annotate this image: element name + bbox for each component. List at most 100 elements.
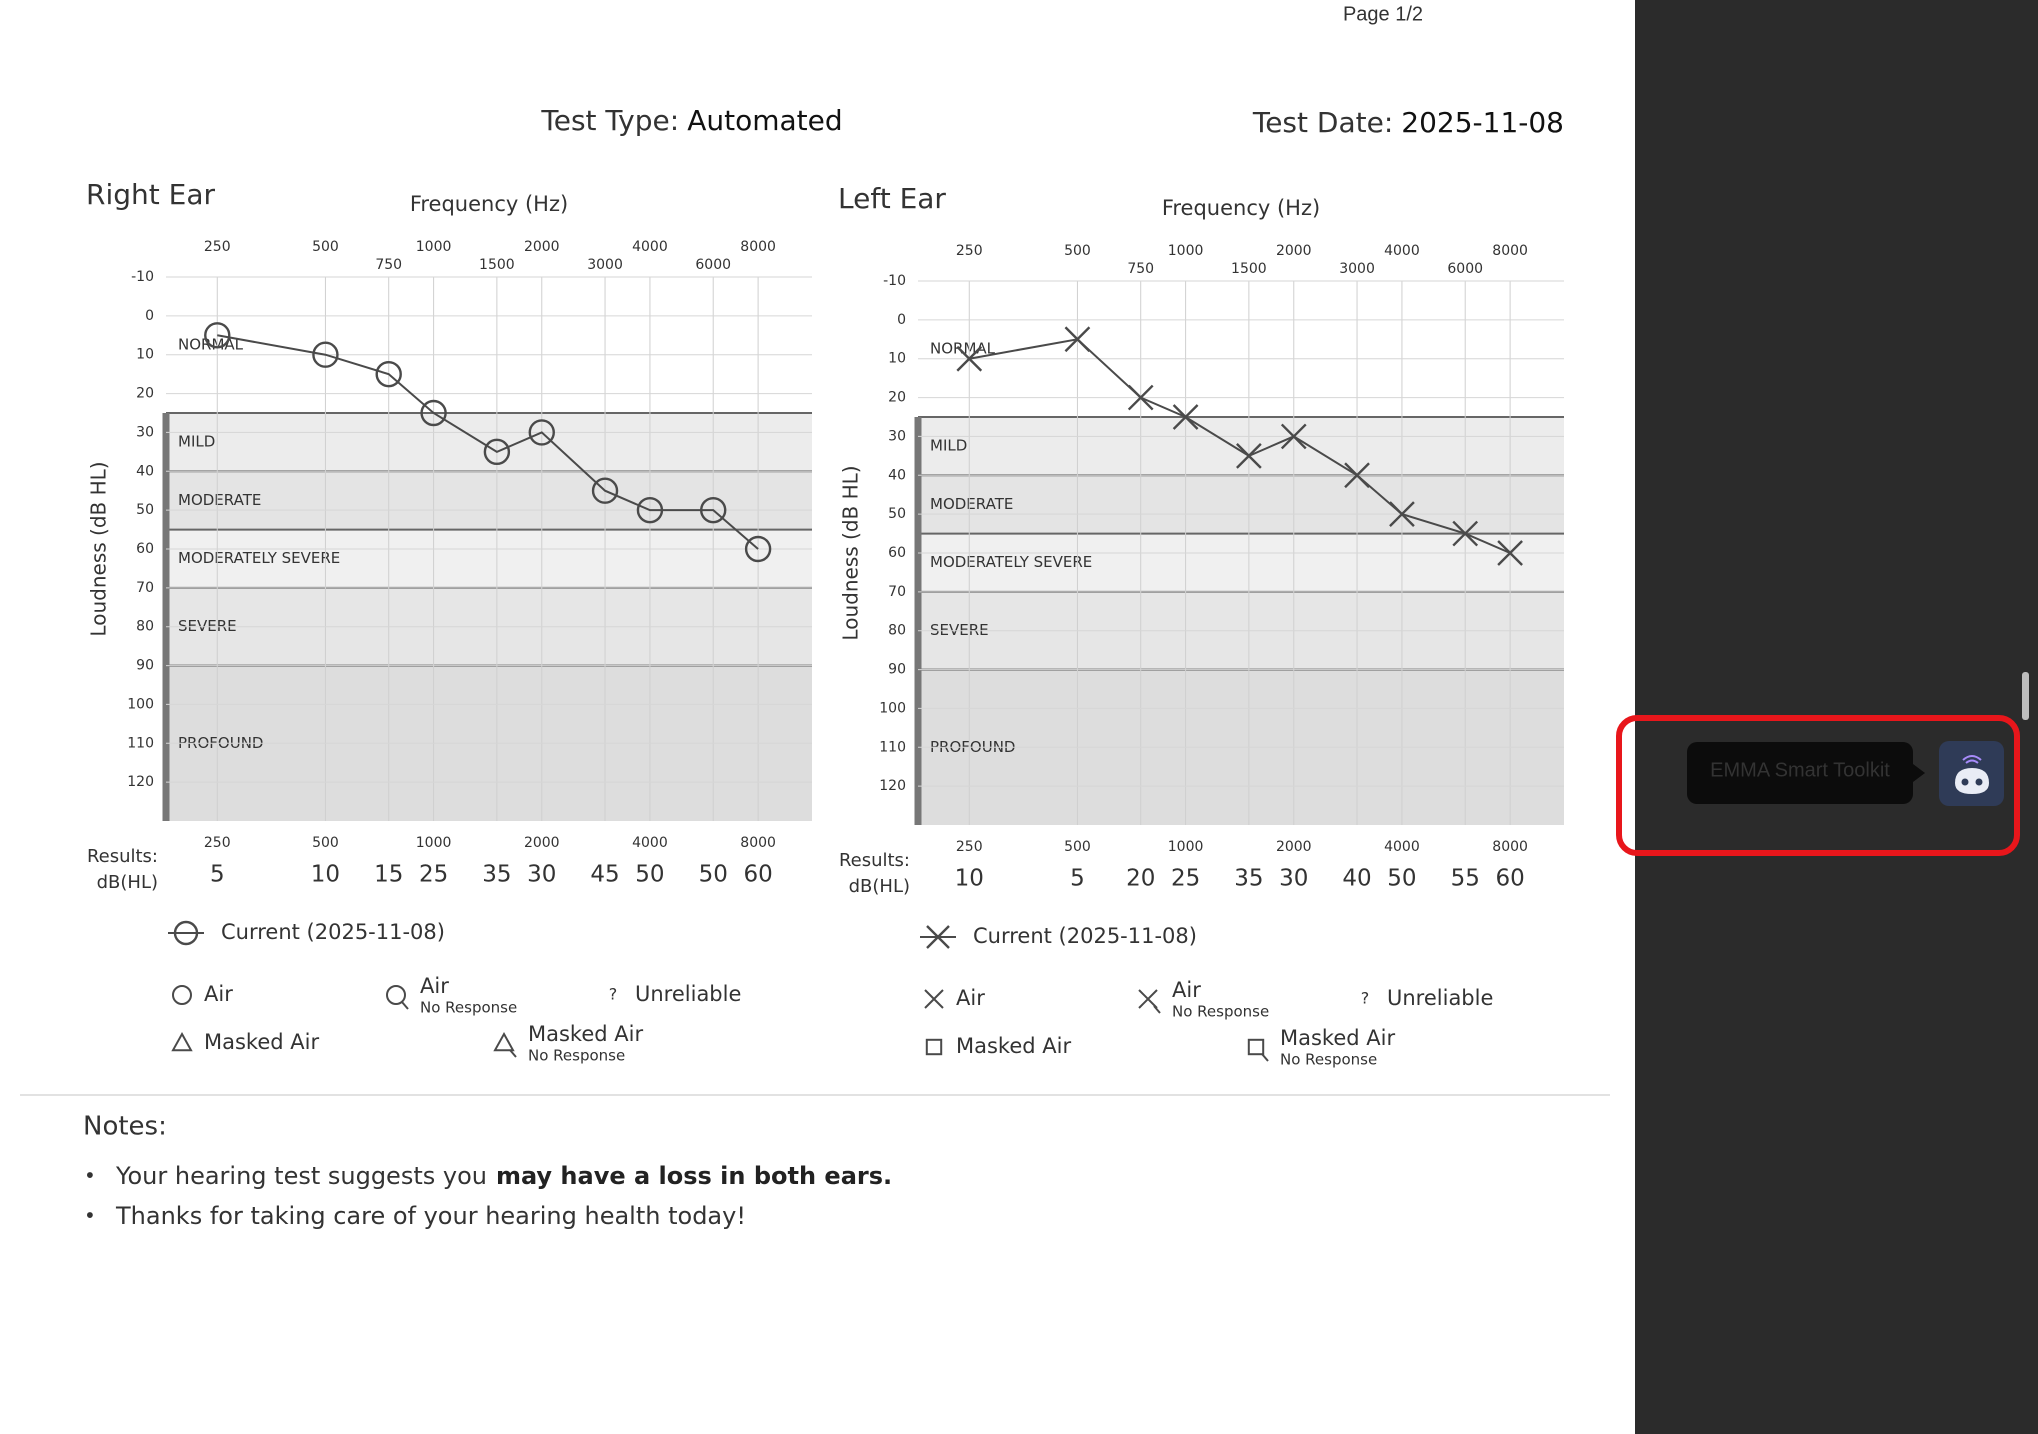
key-symbol [386, 985, 406, 1005]
scrollbar-thumb[interactable] [2022, 672, 2029, 720]
data-point [528, 419, 555, 446]
x-tick-label: 2000 [524, 239, 560, 255]
x-tick-label: 3000 [1339, 261, 1375, 277]
x-axis-label: Frequency (Hz) [1162, 196, 1320, 220]
y-tick-label: 40 [888, 467, 906, 483]
x-tick-label: 6000 [695, 257, 731, 273]
result-value: 20 [1126, 866, 1155, 892]
data-point [375, 360, 402, 388]
y-tick-label: 10 [888, 351, 906, 367]
result-value: 50 [1387, 866, 1416, 892]
y-tick-label: 10 [136, 347, 154, 363]
results-frequency-label: 250 [204, 835, 231, 851]
result-value: 15 [374, 862, 403, 888]
data-point [483, 438, 511, 466]
key-symbol [1138, 989, 1158, 1009]
robot-antenna [1962, 755, 1982, 764]
data-point [744, 535, 772, 563]
key-symbol-text: ? [609, 985, 618, 1004]
tooltip [1687, 742, 1913, 804]
y-axis-label: Loudness (dB HL) [839, 465, 863, 640]
y-tick-label: 120 [127, 774, 154, 790]
result-value: 50 [635, 862, 664, 888]
key-label: Air [420, 974, 449, 998]
x-tick-label: 250 [204, 239, 231, 255]
key-symbol [1247, 1038, 1265, 1056]
note-item: Thanks for taking care of your hearing h… [115, 1202, 746, 1230]
key-label: Unreliable [1387, 986, 1493, 1010]
key-symbol-text: ? [1361, 989, 1370, 1008]
band-label: MODERATE [930, 495, 1013, 513]
y-tick-label: 20 [136, 386, 154, 402]
y-tick-label: 20 [888, 390, 906, 406]
data-point [204, 322, 231, 349]
x-tick-label: 8000 [740, 239, 776, 255]
data-point [1172, 404, 1199, 430]
band-label: MILD [178, 433, 215, 451]
chart-title: Left Ear [838, 182, 946, 215]
data-point [956, 345, 983, 372]
x-tick-label: 500 [1064, 243, 1091, 259]
toolkit-button[interactable] [1939, 741, 2004, 806]
key-symbol [171, 1031, 193, 1052]
data-point [1497, 540, 1523, 566]
results-frequency-label: 1000 [416, 835, 452, 851]
result-value: 35 [482, 862, 511, 888]
band-label: MILD [930, 437, 967, 455]
test-type-label: Test Type: [540, 104, 679, 137]
no-response-tail [509, 1049, 517, 1058]
results-frequency-label: 4000 [632, 835, 668, 851]
x-tick-label: 1000 [416, 239, 452, 255]
y-tick-label: 0 [145, 308, 154, 324]
page-indicator: Page 1/2 [1343, 3, 1423, 25]
x-tick-label: 3000 [587, 257, 623, 273]
key-label: Air [204, 982, 233, 1006]
key-sublabel: No Response [420, 999, 517, 1017]
x-tick-label: 4000 [632, 239, 668, 255]
tooltip-text: EMMA Smart Toolkit [1710, 759, 1890, 781]
results-frequency-label: 8000 [740, 835, 776, 851]
highlight-box [1616, 715, 2020, 856]
y-tick-label: 100 [127, 696, 154, 712]
y-tick-label: 60 [888, 545, 906, 561]
results-frequency-label: 8000 [1492, 839, 1528, 855]
y-tick-label: 30 [888, 428, 906, 444]
y-tick-label: 120 [879, 778, 906, 794]
data-point [312, 341, 339, 368]
data-point [1064, 326, 1091, 353]
result-value: 55 [1451, 866, 1480, 892]
x-tick-label: 500 [312, 239, 339, 255]
legend-symbol [926, 925, 950, 949]
x-tick-label: 6000 [1447, 261, 1483, 277]
data-point [636, 496, 664, 524]
y-tick-label: 50 [136, 502, 154, 518]
severity-band [166, 277, 812, 413]
data-point [1389, 501, 1415, 527]
legend-symbol [173, 920, 199, 946]
results-label: Results: [839, 850, 910, 871]
severity-band [918, 281, 1564, 417]
key-symbol [172, 985, 192, 1005]
note-text: Your hearing test suggests you [115, 1162, 487, 1190]
y-tick-label: 80 [888, 623, 906, 639]
note-emphasis: may have a loss in both ears. [496, 1162, 892, 1190]
robot-eye [1975, 778, 1983, 786]
result-value: 5 [210, 862, 225, 888]
y-tick-label: 50 [888, 506, 906, 522]
notes-heading: Notes: [83, 1112, 167, 1142]
data-point [1344, 462, 1370, 489]
tooltip-arrow [1913, 764, 1925, 782]
severity-band [166, 529, 812, 588]
results-frequency-label: 500 [312, 835, 339, 851]
band-label: MODERATELY SEVERE [930, 553, 1092, 571]
key-label: Air [1172, 978, 1201, 1002]
bullet: • [84, 1164, 96, 1188]
x-tick-label: 750 [375, 257, 402, 273]
result-value: 60 [743, 862, 772, 888]
y-axis-label: Loudness (dB HL) [87, 461, 111, 636]
y-tick-label: 30 [136, 424, 154, 440]
result-value: 50 [699, 862, 728, 888]
data-point [1236, 443, 1262, 469]
key-label: Masked Air [1280, 1026, 1395, 1050]
result-value: 45 [590, 862, 619, 888]
